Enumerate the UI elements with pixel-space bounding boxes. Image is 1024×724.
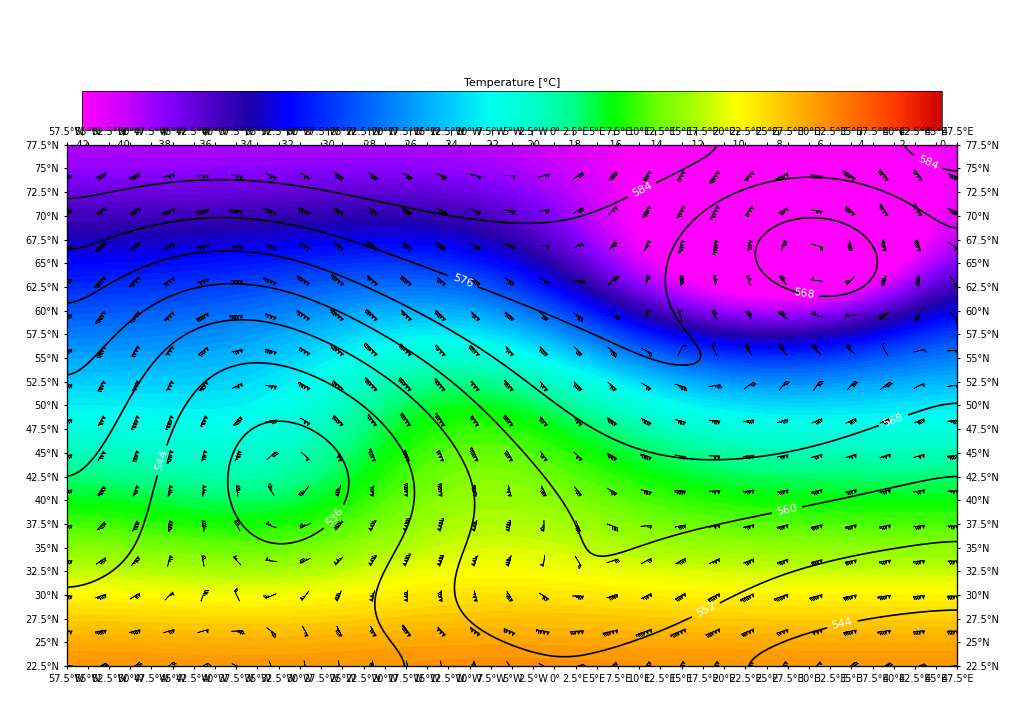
- Text: 568: 568: [793, 287, 815, 300]
- Text: 544: 544: [830, 617, 854, 631]
- Text: 568: 568: [882, 412, 905, 429]
- Text: 552: 552: [694, 601, 718, 619]
- Text: 560: 560: [775, 503, 799, 517]
- Text: 536: 536: [325, 506, 346, 529]
- Title: Temperature [°C]: Temperature [°C]: [464, 78, 560, 88]
- Text: 584: 584: [915, 153, 939, 172]
- Text: 544: 544: [154, 449, 170, 472]
- Text: 584: 584: [630, 181, 653, 199]
- Text: 576: 576: [452, 273, 475, 290]
